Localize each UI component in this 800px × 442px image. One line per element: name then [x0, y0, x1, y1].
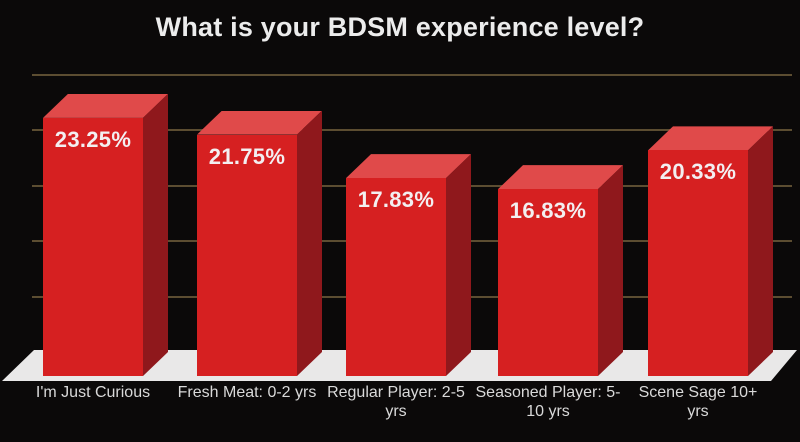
bar-value-label: 17.83% [357, 187, 435, 213]
category-label-3: Regular Player: 2-5 yrs [327, 384, 465, 420]
bar-4[interactable]: 16.83% [498, 189, 598, 376]
bar-side-face [748, 126, 773, 376]
bar-1[interactable]: 23.25% [43, 117, 143, 376]
chart-title: What is your BDSM experience level? [155, 12, 645, 42]
bar-value-label: 21.75% [208, 143, 286, 169]
category-label-4: Seasoned Player: 5-10 yrs [475, 384, 621, 420]
bar-3[interactable]: 17.83% [346, 178, 446, 376]
gridline-20 [32, 129, 792, 131]
category-label-5: Scene Sage 10+ yrs [638, 384, 758, 420]
bar-side-face [143, 93, 168, 376]
bar-2[interactable]: 21.75% [197, 134, 297, 376]
bar-5[interactable]: 20.33% [648, 150, 748, 376]
bar-value-label: 20.33% [659, 159, 737, 185]
gridline-25 [32, 73, 792, 76]
bar-value-label: 16.83% [509, 198, 587, 224]
bar-value-label: 23.25% [54, 126, 132, 152]
bar-side-face [297, 110, 322, 376]
bar-side-face [598, 165, 623, 376]
category-label-2: Fresh Meat: 0-2 yrs [177, 384, 317, 401]
bar-side-face [446, 154, 471, 376]
bar-top-face [346, 154, 471, 179]
category-label-1: I'm Just Curious [35, 384, 151, 401]
